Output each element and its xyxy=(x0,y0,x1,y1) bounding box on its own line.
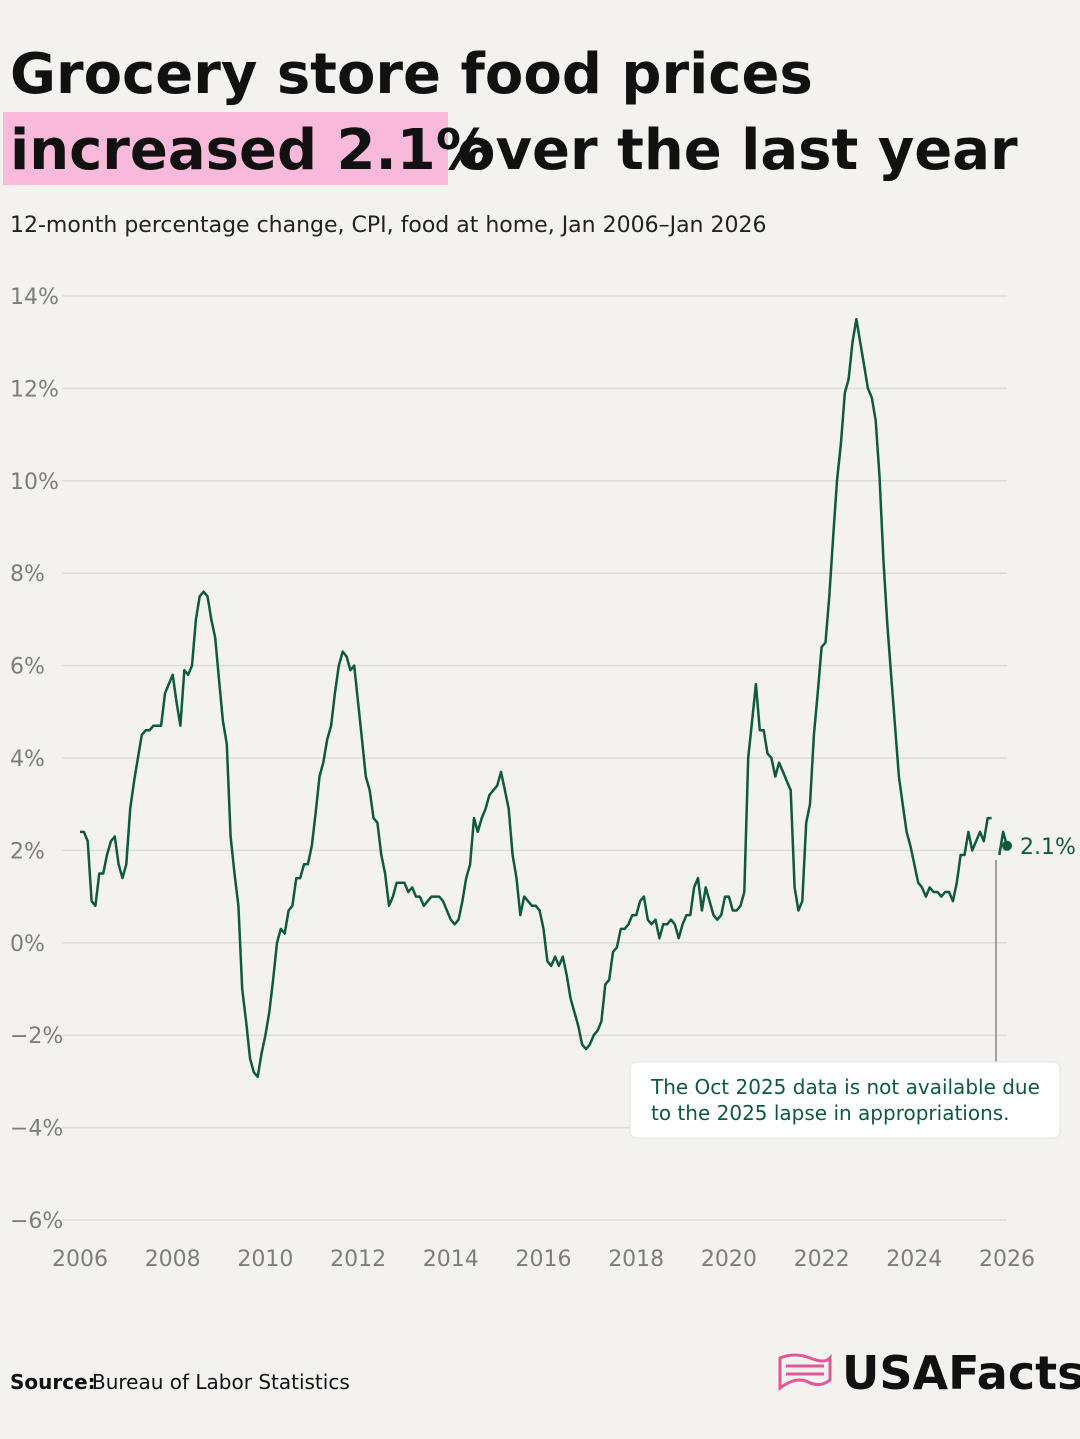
grid: −6% −4% −2% 0% 2% 4% 6% 8% 10% 12% 14% 2006 2008 2010… xyxy=(10,285,1035,1272)
x-tick-label: 2006 xyxy=(52,1247,108,1272)
x-tick-label: 2016 xyxy=(516,1247,572,1272)
end-label: 2.1% xyxy=(1020,835,1076,860)
logo-stripes xyxy=(786,1364,824,1376)
plot: 2.1% xyxy=(80,317,1076,1079)
source-label: Source: xyxy=(10,1370,96,1394)
y-tick-label: 2% xyxy=(10,839,45,864)
subtitle: 12-month percentage change, CPI, food at… xyxy=(10,213,767,238)
logo-text: USAFacts xyxy=(842,1346,1080,1400)
y-tick-label: −6% xyxy=(10,1209,63,1234)
y-tick-label: 4% xyxy=(10,747,45,772)
annotation-box xyxy=(629,1061,1061,1139)
logo-mark xyxy=(778,1353,832,1391)
chart-title: Grocery store food prices xyxy=(10,42,813,107)
y-tick-label: 0% xyxy=(10,932,45,957)
x-tick-label: 2020 xyxy=(701,1247,757,1272)
x-tick-label: 2012 xyxy=(330,1247,386,1272)
source-text: Bureau of Labor Statistics xyxy=(92,1370,350,1394)
chart-title-highlight: increased 2.1% xyxy=(10,118,492,183)
y-tick-label: 12% xyxy=(10,377,59,402)
y-tick-label: 6% xyxy=(10,655,45,680)
x-tick-label: 2022 xyxy=(794,1247,850,1272)
y-tick-label: 14% xyxy=(10,285,59,310)
x-tick-label: 2008 xyxy=(145,1247,201,1272)
title-highlight xyxy=(3,112,448,185)
logo-flag xyxy=(778,1353,832,1391)
chart-title: over the last year xyxy=(457,118,1018,183)
y-tick-label: 8% xyxy=(10,562,45,587)
y-tick-label: −2% xyxy=(10,1024,63,1049)
y-tick-label: 10% xyxy=(10,470,59,495)
x-tick-label: 2026 xyxy=(979,1247,1035,1272)
end-point xyxy=(1002,840,1012,851)
y-tick-label: −4% xyxy=(10,1117,63,1142)
annotation-text: to the 2025 lapse in appropriations. xyxy=(651,1101,1010,1125)
x-tick-label: 2014 xyxy=(423,1247,479,1272)
annotation-text: The Oct 2025 data is not available due xyxy=(650,1075,1040,1099)
x-tick-label: 2010 xyxy=(237,1247,293,1272)
x-tick-label: 2024 xyxy=(886,1247,942,1272)
x-tick-label: 2018 xyxy=(608,1247,664,1272)
